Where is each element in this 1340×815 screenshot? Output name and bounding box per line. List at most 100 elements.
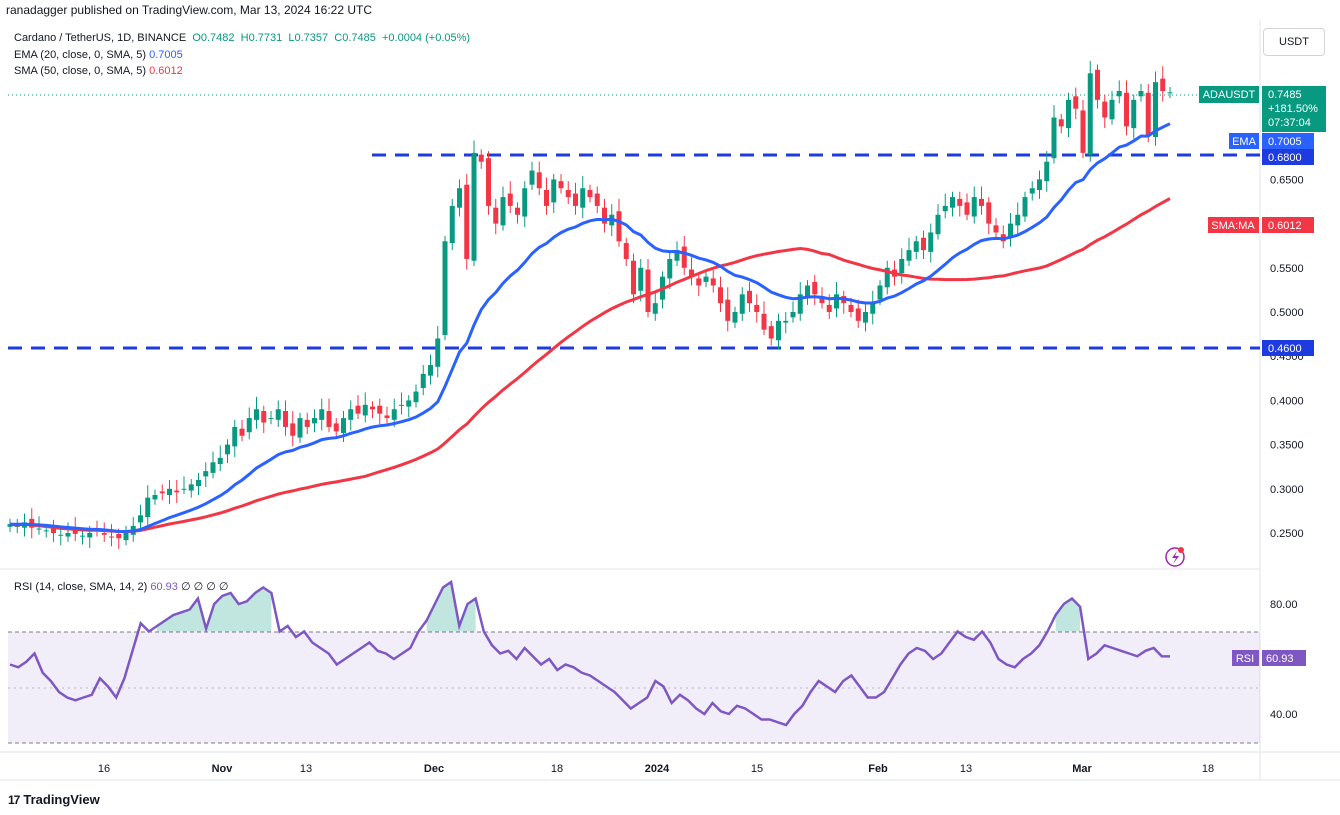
candle[interactable] xyxy=(159,491,165,494)
candle[interactable] xyxy=(1044,161,1050,182)
candle[interactable] xyxy=(1087,73,1093,155)
candle[interactable] xyxy=(928,232,934,252)
candle[interactable] xyxy=(326,411,332,427)
candle[interactable] xyxy=(174,490,180,493)
candle[interactable] xyxy=(290,423,296,436)
candle[interactable] xyxy=(65,533,71,537)
candle[interactable] xyxy=(152,494,158,500)
candle[interactable] xyxy=(435,338,441,367)
candle[interactable] xyxy=(297,418,303,438)
candle[interactable] xyxy=(406,400,412,407)
candle[interactable] xyxy=(167,488,172,495)
candle[interactable] xyxy=(906,250,912,261)
candle[interactable] xyxy=(1073,96,1079,109)
candle[interactable] xyxy=(913,241,919,252)
candle[interactable] xyxy=(399,404,404,406)
candle[interactable] xyxy=(964,202,970,215)
candle[interactable] xyxy=(558,181,564,189)
candle[interactable] xyxy=(1167,92,1173,94)
candle[interactable] xyxy=(1160,78,1166,91)
candle[interactable] xyxy=(413,391,419,403)
candle[interactable] xyxy=(565,190,571,198)
candle[interactable] xyxy=(551,179,557,203)
rsi-axis[interactable]: 80.00 40.00 xyxy=(1270,599,1298,721)
rsi-line[interactable] xyxy=(9,579,1171,727)
time-axis[interactable]: 16 Nov 13 Dec 18 2024 15 Feb 13 Mar 18 xyxy=(98,763,1214,775)
candle[interactable] xyxy=(870,303,876,314)
candle[interactable] xyxy=(87,533,93,538)
candle[interactable] xyxy=(725,299,731,321)
candle[interactable] xyxy=(732,312,738,323)
candle[interactable] xyxy=(471,152,477,261)
candle[interactable] xyxy=(51,526,56,533)
candle[interactable] xyxy=(812,281,818,295)
candle[interactable] xyxy=(1029,188,1035,194)
candle[interactable] xyxy=(109,536,114,538)
candle[interactable] xyxy=(138,515,143,523)
candles-layer[interactable] xyxy=(7,60,1173,549)
candle[interactable] xyxy=(196,479,201,487)
candle[interactable] xyxy=(341,418,346,434)
candle[interactable] xyxy=(72,529,78,534)
candle[interactable] xyxy=(739,294,745,314)
candle[interactable] xyxy=(1066,99,1071,129)
candle[interactable] xyxy=(239,428,245,436)
candle[interactable] xyxy=(370,406,375,410)
candle[interactable] xyxy=(935,214,941,235)
candle[interactable] xyxy=(950,197,955,208)
candle[interactable] xyxy=(217,457,223,465)
candle[interactable] xyxy=(181,488,187,490)
candle[interactable] xyxy=(203,471,209,477)
candle[interactable] xyxy=(442,241,448,335)
candle[interactable] xyxy=(1095,69,1100,100)
sma-legend[interactable]: SMA (50, close, 0, SMA, 5) 0.6012 xyxy=(14,65,183,77)
candle[interactable] xyxy=(1015,214,1021,226)
candle[interactable] xyxy=(529,170,535,185)
candle[interactable] xyxy=(1124,92,1129,127)
candle[interactable] xyxy=(232,426,238,447)
candle[interactable] xyxy=(1008,223,1013,238)
candle[interactable] xyxy=(515,207,520,215)
candle[interactable] xyxy=(710,278,716,286)
candle[interactable] xyxy=(971,197,977,217)
footer-brand[interactable]: 17 TradingView xyxy=(8,792,100,807)
candle[interactable] xyxy=(80,535,85,537)
candle[interactable] xyxy=(507,193,513,206)
candle[interactable] xyxy=(188,484,194,491)
candle[interactable] xyxy=(1145,92,1151,136)
candle[interactable] xyxy=(877,285,883,300)
candle[interactable] xyxy=(1116,91,1122,97)
candle[interactable] xyxy=(638,267,644,291)
candle[interactable] xyxy=(768,326,774,339)
candle[interactable] xyxy=(283,411,288,427)
candle[interactable] xyxy=(667,258,673,279)
candle[interactable] xyxy=(1037,179,1042,191)
candle[interactable] xyxy=(921,237,926,251)
candle[interactable] xyxy=(623,243,629,259)
candle[interactable] xyxy=(718,287,723,304)
candle[interactable] xyxy=(1102,101,1108,118)
candle[interactable] xyxy=(674,250,680,261)
candle[interactable] xyxy=(464,184,470,259)
candle[interactable] xyxy=(826,304,832,312)
candle[interactable] xyxy=(304,419,310,427)
candle[interactable] xyxy=(986,202,992,224)
candle[interactable] xyxy=(580,188,586,208)
rsi-legend[interactable]: RSI (14, close, SMA, 14, 2) 60.93 ∅ ∅ ∅ … xyxy=(14,580,228,593)
candle[interactable] xyxy=(689,269,694,277)
candle[interactable] xyxy=(957,198,963,206)
candle[interactable] xyxy=(123,533,129,541)
candle[interactable] xyxy=(58,534,64,536)
candle[interactable] xyxy=(1022,197,1028,217)
candle[interactable] xyxy=(819,296,825,304)
candle[interactable] xyxy=(979,198,984,206)
candle[interactable] xyxy=(863,312,868,323)
candle[interactable] xyxy=(478,154,484,162)
ema-line[interactable] xyxy=(9,122,1171,534)
candle[interactable] xyxy=(573,193,578,206)
candle[interactable] xyxy=(652,303,658,314)
candle[interactable] xyxy=(747,290,752,304)
candle[interactable] xyxy=(899,258,905,274)
currency-button[interactable]: USDT xyxy=(1263,28,1325,56)
